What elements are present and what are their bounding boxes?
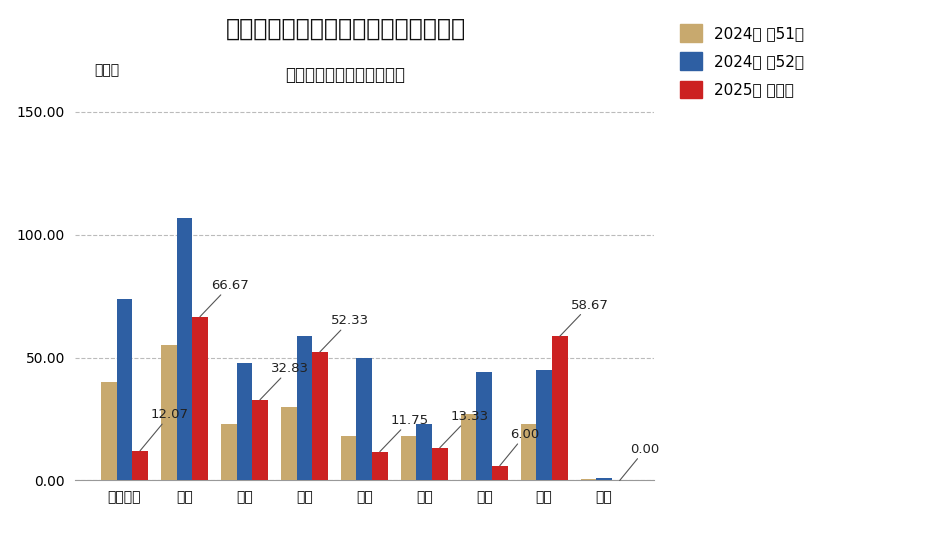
Text: （保健所管内集計区分別）: （保健所管内集計区分別）	[286, 66, 405, 84]
Text: 52.33: 52.33	[319, 314, 369, 352]
Bar	[552, 336, 568, 480]
Bar	[341, 436, 357, 480]
Text: 66.67: 66.67	[200, 279, 248, 317]
Text: 12.07: 12.07	[140, 408, 189, 451]
Bar	[236, 363, 252, 480]
Text: 6.00: 6.00	[500, 428, 540, 466]
Bar	[192, 317, 207, 480]
Bar	[372, 452, 388, 480]
Bar	[417, 424, 432, 480]
Legend: 2024年 第51週, 2024年 第52週, 2025年 第１週: 2024年 第51週, 2024年 第52週, 2025年 第１週	[680, 24, 804, 98]
Bar	[401, 436, 417, 480]
Bar	[596, 478, 612, 480]
Text: 0.00: 0.00	[619, 443, 659, 480]
Bar	[521, 424, 536, 480]
Bar	[161, 345, 177, 480]
Bar	[312, 352, 328, 480]
Bar	[177, 217, 192, 480]
Text: インフルエンザ定点当たり患者報告数: インフルエンザ定点当たり患者報告数	[225, 16, 466, 40]
Text: 11.75: 11.75	[380, 414, 429, 452]
Bar	[357, 358, 372, 480]
Bar	[460, 414, 476, 480]
Text: 13.33: 13.33	[440, 410, 488, 448]
Bar	[492, 466, 507, 480]
Bar	[432, 448, 447, 480]
Text: （人）: （人）	[94, 63, 120, 78]
Bar	[252, 400, 268, 480]
Bar	[221, 424, 236, 480]
Bar	[476, 372, 492, 480]
Bar	[536, 370, 552, 480]
Bar	[281, 407, 296, 480]
Bar	[296, 335, 312, 480]
Bar	[133, 451, 148, 480]
Text: 58.67: 58.67	[559, 299, 608, 336]
Bar	[101, 382, 117, 480]
Text: 32.83: 32.83	[260, 362, 309, 400]
Bar	[581, 479, 596, 480]
Bar	[117, 299, 133, 480]
